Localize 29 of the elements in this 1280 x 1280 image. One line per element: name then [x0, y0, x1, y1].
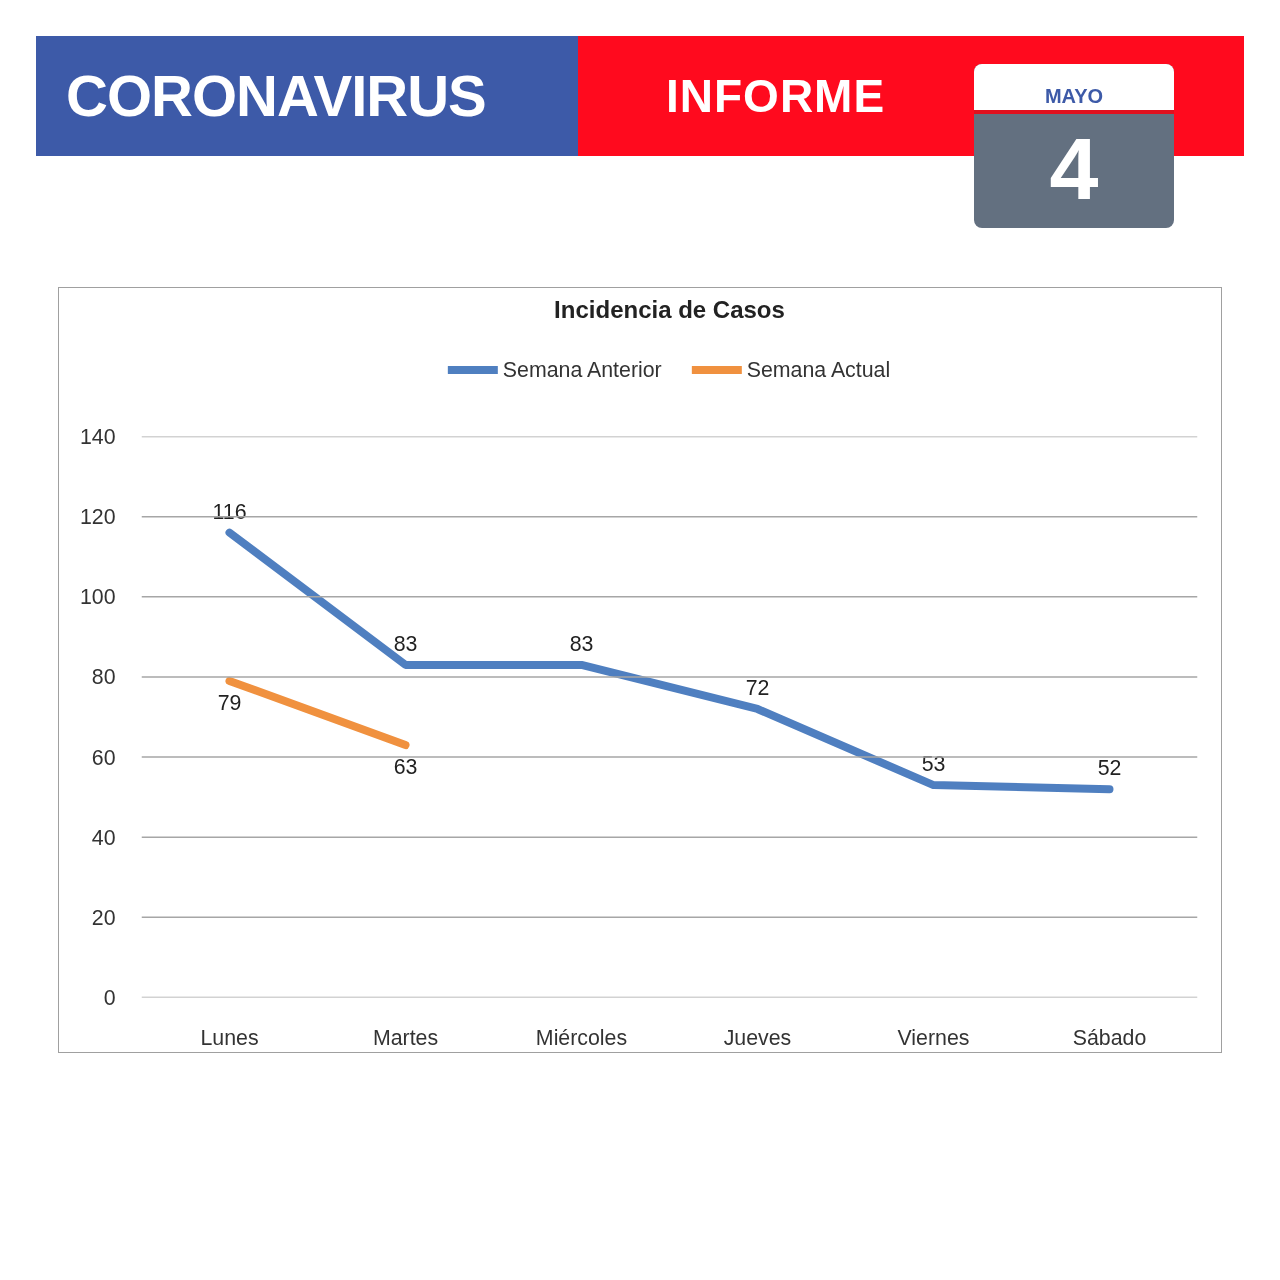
- legend-label: Semana Anterior: [502, 357, 662, 382]
- x-tick-label: Martes: [372, 1025, 439, 1050]
- chart-title: Incidencia de Casos: [554, 295, 785, 323]
- x-tick-label: Miércoles: [535, 1025, 628, 1050]
- text: 4: [1048, 118, 1100, 220]
- x-tick-label: Jueves: [723, 1025, 792, 1050]
- x-tick-label: Lunes: [200, 1025, 259, 1050]
- legend-label: Semana Actual: [746, 357, 891, 382]
- data-label: 72: [745, 675, 770, 700]
- data-label: 116: [212, 499, 247, 524]
- y-tick-label: 0: [103, 986, 116, 1010]
- y-tick-label: 40: [91, 825, 116, 850]
- text: MAYO: [974, 64, 1174, 114]
- x-tick-label: Sábado: [1072, 1025, 1147, 1050]
- data-label: 63: [393, 755, 418, 780]
- data-label: 53: [921, 752, 946, 777]
- y-tick-label: 120: [79, 505, 116, 530]
- y-tick-label: 20: [91, 905, 116, 930]
- text: INFORME: [666, 69, 886, 124]
- x-tick-label: Viernes: [897, 1025, 970, 1050]
- data-label: 83: [393, 631, 418, 656]
- data-label: 79: [217, 690, 242, 715]
- y-tick-label: 140: [79, 425, 116, 449]
- data-label: 52: [1097, 756, 1122, 781]
- y-tick-label: 100: [79, 585, 116, 610]
- data-label: 83: [569, 631, 594, 656]
- y-tick-label: 60: [91, 745, 116, 770]
- text: CORONAVIRUS: [66, 62, 486, 130]
- y-tick-label: 80: [91, 665, 116, 690]
